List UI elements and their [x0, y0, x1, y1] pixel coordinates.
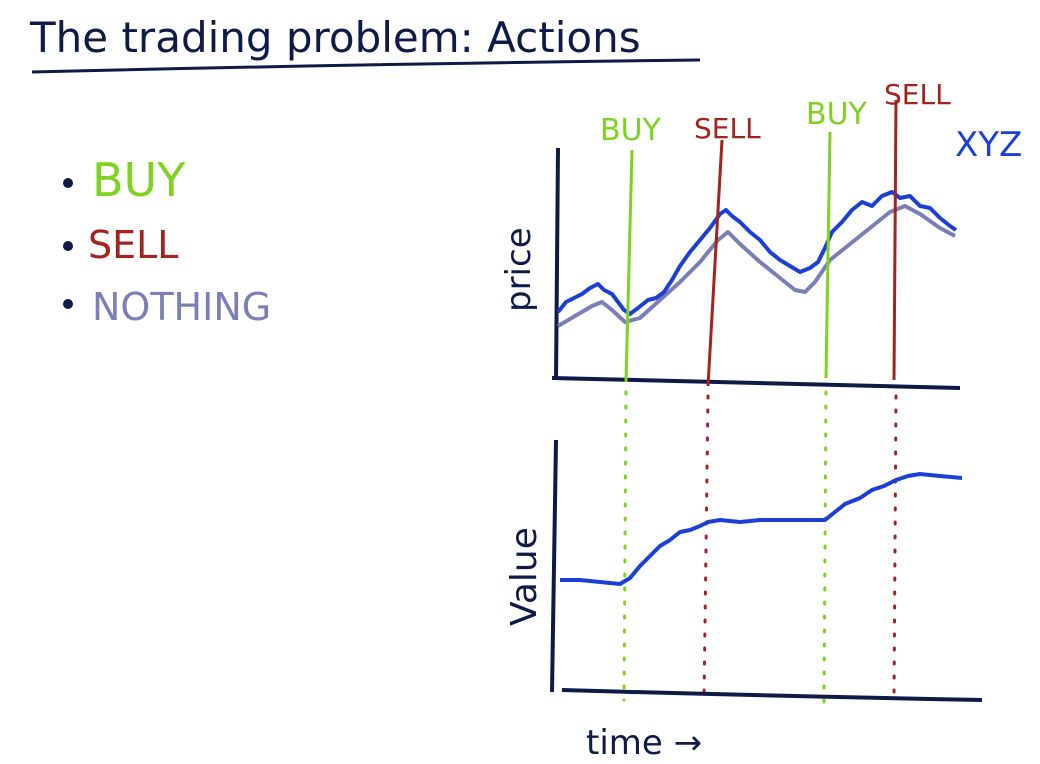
stock-label: XYZ [955, 125, 1022, 165]
price-shadow-line [556, 204, 956, 328]
price-x-axis [551, 376, 961, 390]
page-title: The trading problem: Actions [29, 13, 641, 62]
sell-marker-dotted [702, 394, 710, 702]
price-axis-label: price [499, 227, 539, 312]
marker-label-sell: SELL [694, 112, 761, 145]
buy-marker-dotted [822, 390, 828, 704]
action-markers: BUY SELL BUY SELL [600, 78, 951, 704]
bullet-dot [63, 299, 73, 309]
bullet-dot [63, 178, 73, 188]
value-line [560, 472, 963, 586]
price-line [556, 190, 958, 316]
value-y-axis [550, 439, 558, 693]
time-axis-label: time → [586, 723, 702, 763]
value-chart: Value time → [504, 439, 983, 763]
marker-label-buy: BUY [600, 113, 662, 148]
buy-marker-line [624, 149, 634, 383]
marker-label-sell: SELL [884, 78, 951, 111]
title-underline [31, 58, 701, 74]
value-x-axis [561, 688, 983, 702]
bullet-dot [63, 241, 73, 251]
buy-marker-dotted [622, 390, 628, 702]
value-axis-label: Value [504, 527, 545, 626]
sell-marker-dotted [892, 394, 898, 702]
price-chart: price XYZ [499, 125, 1022, 390]
action-nothing: NOTHING [92, 285, 271, 329]
action-sell: SELL [88, 223, 178, 267]
marker-label-buy: BUY [806, 97, 868, 132]
buy-marker-line [824, 131, 832, 379]
price-y-axis [554, 147, 560, 381]
sell-marker-line [706, 139, 724, 387]
action-list: BUY SELL NOTHING [63, 153, 271, 329]
sell-marker-line [892, 99, 898, 381]
action-buy: BUY [92, 153, 186, 207]
